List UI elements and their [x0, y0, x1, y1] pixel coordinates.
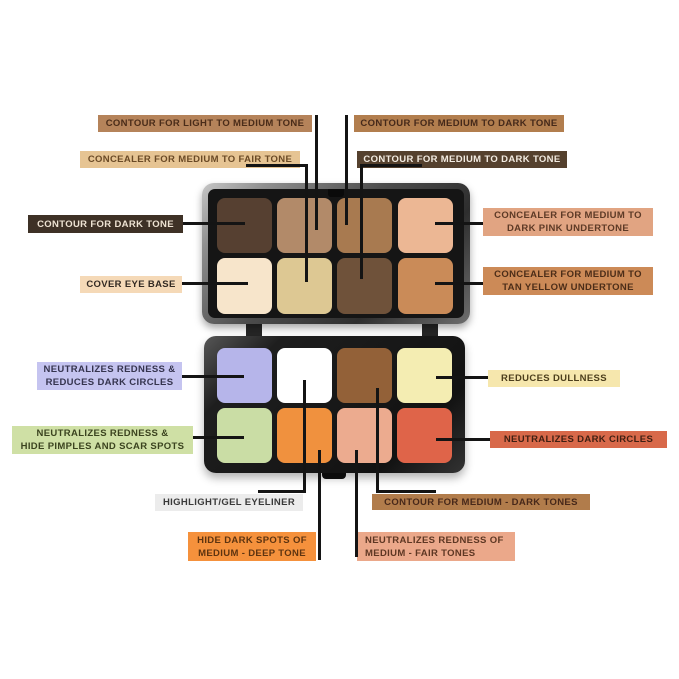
label-hide-dark-spots: HIDE DARK SPOTS OF MEDIUM - DEEP TONE [188, 532, 316, 561]
pan-contour-light-medium [277, 198, 332, 253]
connector-line [193, 436, 244, 439]
connector-line [345, 115, 348, 225]
label-neutralizes-dark-circles: NEUTRALIZES DARK CIRCLES [490, 431, 667, 448]
palette-clasp-notch [328, 189, 344, 197]
pan-contour-medium-dark-2 [337, 258, 392, 314]
connector-line [355, 450, 358, 557]
connector-line [435, 282, 483, 285]
connector-line [182, 375, 244, 378]
palette-clasp-bottom [322, 470, 346, 479]
label-neutralizes-redness-fair: NEUTRALIZES REDNESS OF MEDIUM - FAIR TON… [357, 532, 515, 561]
pan-contour-dark-tone [217, 198, 272, 253]
label-concealer-dark-pink: CONCEALER FOR MEDIUM TO DARK PINK UNDERT… [483, 208, 653, 236]
connector-line [258, 490, 306, 493]
label-contour-dark: CONTOUR FOR DARK TONE [28, 215, 183, 233]
connector-line [183, 222, 245, 225]
palette-bottom-half [204, 336, 465, 473]
connector-line [360, 164, 422, 167]
palette-top-half [202, 183, 470, 324]
label-concealer-medium-fair: CONCEALER FOR MEDIUM TO FAIR TONE [80, 151, 300, 168]
label-reduces-dullness: REDUCES DULLNESS [488, 370, 620, 387]
connector-line [376, 388, 379, 493]
label-concealer-tan-yellow: CONCEALER FOR MEDIUM TO TAN YELLOW UNDER… [483, 267, 653, 295]
pan-neutralizes-redness-fair [337, 408, 392, 463]
label-cover-eye-base: COVER EYE BASE [80, 276, 182, 293]
pan-cover-eye-base [217, 258, 272, 314]
pan-neutralizes-dark-circles [397, 408, 452, 463]
connector-line [360, 164, 363, 279]
connector-line [376, 490, 436, 493]
connector-line [303, 380, 306, 493]
pan-concealer-dark-pink [398, 198, 453, 253]
pan-neutralizes-pimples-scars [217, 408, 272, 463]
label-contour-medium-dark-2: CONTOUR FOR MEDIUM TO DARK TONE [357, 151, 567, 168]
connector-line [318, 450, 321, 560]
pan-concealer-medium-fair [277, 258, 332, 314]
pan-concealer-tan-yellow [398, 258, 453, 314]
connector-line [246, 164, 308, 167]
pan-contour-medium-dark-tones [337, 348, 392, 403]
connector-line [435, 222, 483, 225]
connector-line [182, 282, 248, 285]
label-contour-medium-dark-1: CONTOUR FOR MEDIUM TO DARK TONE [354, 115, 564, 132]
label-contour-light-medium: CONTOUR FOR LIGHT TO MEDIUM TONE [98, 115, 312, 132]
connector-line [315, 115, 318, 230]
connector-line [436, 438, 490, 441]
label-neutralizes-reduces-dark-circles: NEUTRALIZES REDNESS & REDUCES DARK CIRCL… [37, 362, 182, 390]
label-highlight-gel-eyeliner: HIGHLIGHT/GEL EYELINER [155, 494, 303, 511]
label-neutralizes-pimples-scars: NEUTRALIZES REDNESS & HIDE PIMPLES AND S… [12, 426, 193, 454]
connector-line [436, 376, 488, 379]
label-contour-medium-dark-tones: CONTOUR FOR MEDIUM - DARK TONES [372, 494, 590, 510]
pan-reduces-dullness [397, 348, 452, 403]
connector-line [305, 164, 308, 282]
